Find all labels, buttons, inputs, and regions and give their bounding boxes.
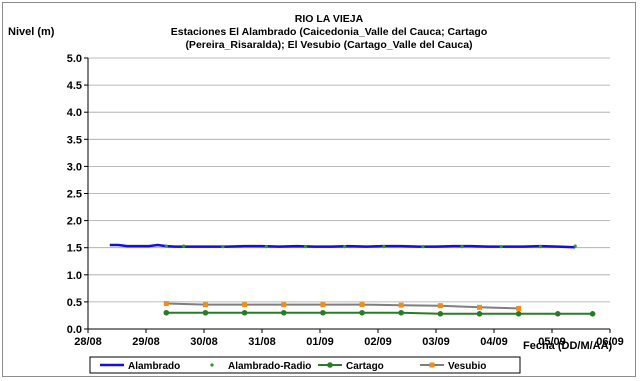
data-point-alambrado-radio [460, 245, 464, 249]
y-axis-label: Nivel (m) [8, 26, 55, 38]
x-tick-label: 01/09 [306, 336, 334, 348]
data-point-cartago [163, 309, 170, 316]
y-tick-label: 0.5 [67, 297, 82, 309]
legend-label-cartago: Cartago [346, 361, 384, 372]
data-point-alambrado-radio [382, 245, 386, 249]
y-tick-label: 0.0 [67, 324, 82, 336]
legend-label-alambrado: Alambrado [128, 361, 180, 372]
data-point-alambrado-radio [343, 245, 347, 249]
y-tick-label: 4.5 [67, 80, 82, 92]
chart-title: RIO LA VIEJA [295, 13, 364, 25]
data-point-vesubio [359, 302, 365, 308]
series-line-cartago [166, 311, 593, 315]
chart-subtitle-line-2: (Pereira_Risaralda); El Vesubio (Cartago… [185, 39, 472, 51]
data-point-cartago [476, 311, 483, 317]
legend-label-vesubio: Vesubio [448, 361, 486, 372]
data-point-cartago [398, 309, 405, 316]
x-tick-label: 05/09 [538, 336, 566, 348]
y-tick-label: 1.0 [67, 270, 82, 282]
y-tick-label: 3.5 [67, 134, 82, 146]
legend-swatch-cartago [327, 362, 333, 368]
legend-label-alambrado-radio: Alambrado-Radio [228, 361, 311, 372]
x-tick-label: 03/09 [422, 336, 450, 348]
legend-swatch-vesubio [429, 362, 435, 368]
data-point-cartago [515, 311, 522, 317]
series-layer [109, 243, 596, 317]
data-point-cartago [280, 309, 287, 316]
data-point-vesubio [163, 301, 169, 307]
data-point-vesubio [320, 302, 326, 308]
axes [84, 57, 611, 333]
x-tick-label: 29/08 [132, 336, 160, 348]
data-point-alambrado-radio [573, 244, 577, 248]
data-point-vesubio [281, 302, 287, 308]
y-tick-label: 2.5 [67, 189, 82, 201]
data-point-cartago [589, 311, 596, 317]
x-tick-label: 02/09 [364, 336, 392, 348]
x-tick-label: 31/08 [248, 336, 276, 348]
x-tick-label: 28/08 [74, 336, 102, 348]
x-tick-label: 06/09 [596, 336, 624, 348]
grid-lines [88, 57, 610, 303]
x-tick-label: 04/09 [480, 336, 508, 348]
series-line-alambrado [109, 243, 576, 249]
y-tick-label: 5.0 [67, 53, 82, 65]
data-point-alambrado-radio [221, 245, 225, 249]
data-point-cartago [437, 311, 444, 317]
data-point-vesubio [437, 303, 443, 309]
data-point-alambrado-radio [264, 245, 268, 249]
data-point-vesubio [398, 302, 404, 308]
y-tick-label: 2.0 [67, 216, 82, 228]
data-point-alambrado-radio [421, 245, 425, 249]
data-point-vesubio [516, 305, 522, 311]
data-point-cartago [555, 311, 561, 317]
data-point-cartago [320, 309, 326, 316]
data-point-alambrado-radio [303, 245, 308, 249]
series-line-vesubio [166, 302, 519, 310]
data-point-vesubio [202, 302, 208, 308]
legend-swatch-alambrado-radio [210, 363, 214, 367]
data-point-alambrado-radio [164, 244, 168, 248]
data-point-alambrado-radio [182, 244, 186, 248]
data-point-cartago [202, 309, 209, 316]
legend: Alambrado Alambrado-Radio Cartago Vesubio [89, 356, 521, 374]
data-point-alambrado-radio [499, 245, 503, 249]
y-tick-label: 1.5 [67, 243, 82, 255]
data-point-vesubio [242, 302, 248, 308]
data-point-vesubio [477, 304, 482, 310]
data-point-cartago [241, 309, 248, 316]
y-tick-label: 4.0 [67, 107, 82, 119]
tick-labels: 0.0 0.5 1.0 1.5 2.0 2.5 3.0 3.5 4.0 4.5 5.0 28/08 29… [67, 53, 624, 348]
data-point-alambrado-radio [538, 245, 543, 249]
x-axis-label: Fecha (DD/M/AA) [523, 340, 613, 352]
legend-box [89, 356, 521, 374]
x-tick-label: 30/08 [190, 336, 218, 348]
data-point-cartago [359, 309, 365, 316]
chart-subtitle-line-1: Estaciones El Alambrado (Caicedonia_Vall… [171, 26, 487, 38]
y-tick-label: 3.0 [67, 161, 82, 173]
